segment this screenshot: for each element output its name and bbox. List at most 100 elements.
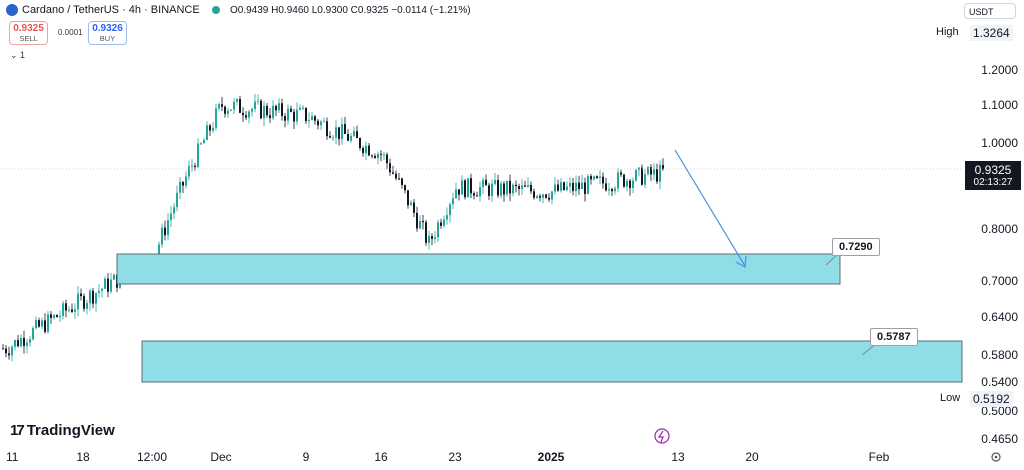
candle-body <box>368 145 370 156</box>
candle-body <box>587 176 589 194</box>
candle-body <box>14 340 16 347</box>
candle-body <box>20 337 22 347</box>
candle-body <box>110 279 112 292</box>
candle-body <box>245 115 247 118</box>
candle-body <box>17 340 19 347</box>
candle-body <box>605 183 607 191</box>
candle-body <box>485 179 487 186</box>
symbol-header[interactable]: Cardano / TetherUS · 4h · BINANCE <box>6 4 226 16</box>
candle-body <box>620 172 622 175</box>
tradingview-logo[interactable]: 17 TradingView <box>10 422 115 439</box>
candle-body <box>617 172 619 189</box>
candle-body <box>200 143 202 145</box>
currency-select[interactable]: USDT <box>964 3 1016 19</box>
candle-body <box>302 107 304 109</box>
candle-body <box>233 101 235 110</box>
bar-countdown: 02:13:27 <box>973 177 1013 188</box>
low-label: Low <box>940 392 961 404</box>
x-tick-label: 16 <box>374 450 388 464</box>
candle-body <box>473 193 475 196</box>
candle-body <box>419 221 421 229</box>
x-tick-label: 18 <box>76 450 90 464</box>
candle-body <box>593 176 595 180</box>
candle-body <box>488 185 490 197</box>
candle-body <box>65 303 67 311</box>
candle-body <box>401 178 403 186</box>
candle-body <box>539 196 541 198</box>
buy-price: 0.9326 <box>92 23 123 34</box>
candle-body <box>512 184 514 194</box>
y-tick-label: 0.5000 <box>981 404 1018 418</box>
candle-body <box>497 179 499 196</box>
candle-body <box>53 315 55 318</box>
candle-body <box>647 167 649 175</box>
candle-body <box>611 189 613 192</box>
candle-body <box>359 138 361 149</box>
projection-arrow <box>674 149 746 267</box>
candle-body <box>443 219 445 226</box>
candle-body <box>299 107 301 110</box>
candle-body <box>608 189 610 191</box>
candle-body <box>8 353 10 356</box>
candle-body <box>599 176 601 179</box>
candle-body <box>383 154 385 156</box>
candle-body <box>557 184 559 191</box>
candle-body <box>212 127 214 131</box>
sell-button[interactable]: 0.9325 SELL <box>9 21 48 45</box>
candle-body <box>461 180 463 195</box>
candle-body <box>248 111 250 118</box>
sell-price: 0.9325 <box>13 23 44 34</box>
current-price-tag: 0.9325 02:13:27 <box>965 161 1021 190</box>
settings-gear-icon[interactable] <box>991 452 1001 462</box>
indicators-toggle[interactable]: ⌄ 1 <box>10 50 26 60</box>
candle-body <box>494 179 496 184</box>
x-tick-label: 12:00 <box>137 450 167 464</box>
candle-body <box>158 244 160 256</box>
candle-body <box>641 167 643 185</box>
candle-body <box>35 320 37 329</box>
candle-body <box>176 192 178 208</box>
y-tick-label: 1.1000 <box>981 98 1018 112</box>
candle-body <box>341 124 343 139</box>
price-change: −0.0114 (−1.21%) <box>391 5 471 16</box>
candle-body <box>515 184 517 187</box>
candle-body <box>269 115 271 119</box>
candle-body <box>335 127 337 138</box>
candle-body <box>32 328 34 340</box>
candle-body <box>236 98 238 102</box>
x-tick-label: 20 <box>745 450 759 464</box>
candle-body <box>257 100 259 102</box>
x-axis: 11 18 12:00 Dec 9 16 23 2025 13 20 Feb <box>6 450 890 464</box>
candle-body <box>104 278 106 289</box>
candle-body <box>290 108 292 112</box>
candle-body <box>602 176 604 184</box>
candle-body <box>329 136 331 138</box>
candle-body <box>254 101 256 110</box>
candle-body <box>464 180 466 198</box>
candle-body <box>434 237 436 239</box>
candle-body <box>479 187 481 197</box>
candle-body <box>491 183 493 197</box>
candle-body <box>554 184 556 192</box>
candle-body <box>386 154 388 164</box>
candles <box>2 94 664 362</box>
candle-body <box>404 185 406 191</box>
candle-body <box>71 309 73 312</box>
level-label-upper[interactable]: 0.7290 <box>832 238 880 256</box>
candle-body <box>581 182 583 190</box>
candle-body <box>551 191 553 200</box>
candle-body <box>536 196 538 198</box>
candle-body <box>560 182 562 191</box>
candle-body <box>2 348 4 350</box>
candle-body <box>506 180 508 195</box>
level-label-lower[interactable]: 0.5787 <box>870 328 918 346</box>
buy-button[interactable]: 0.9326 BUY <box>88 21 127 45</box>
candle-body <box>626 180 628 187</box>
spread-value: 0.0001 <box>58 28 83 37</box>
candle-body <box>428 236 430 243</box>
x-tick-label: 11 <box>6 450 19 464</box>
event-icon <box>654 428 670 444</box>
candle-body <box>395 173 397 179</box>
candle-body <box>521 185 523 189</box>
